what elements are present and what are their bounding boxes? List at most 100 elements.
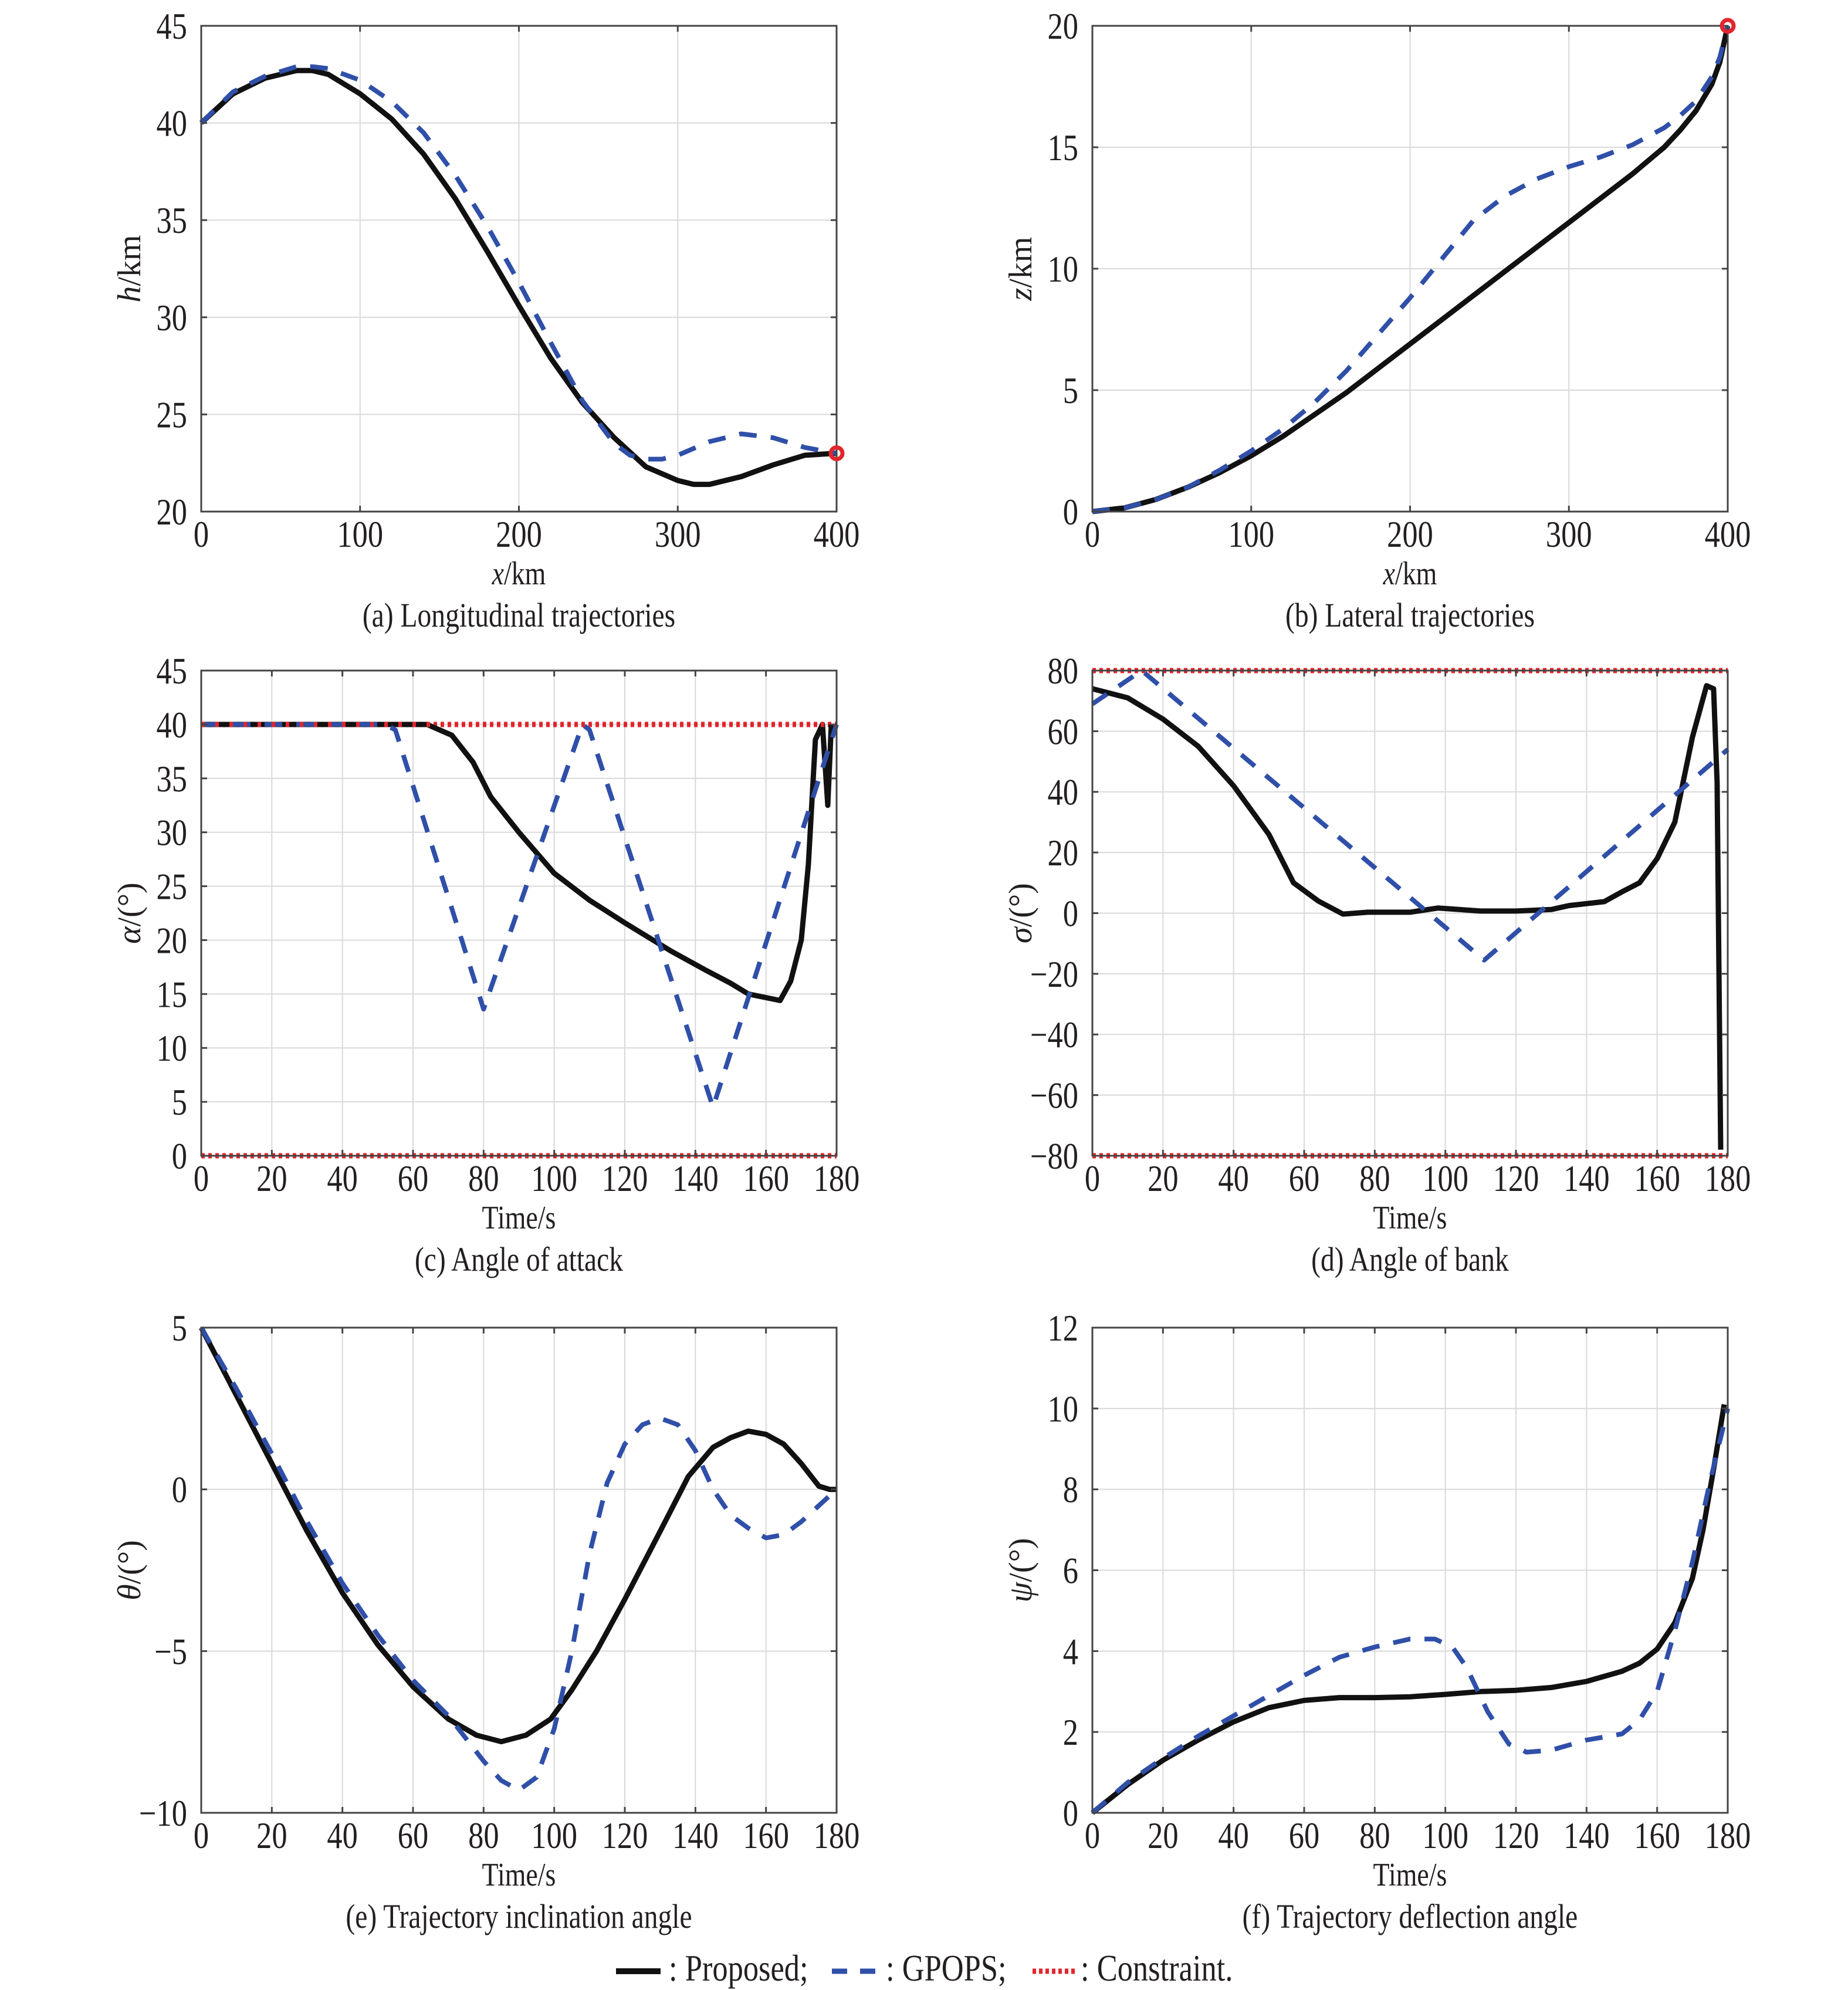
x-tick-label: 200 — [496, 513, 542, 555]
y-axis-label-unit: /(°) — [111, 882, 148, 926]
x-tick-label: 120 — [1493, 1815, 1539, 1856]
x-tick-label: 60 — [398, 1158, 428, 1199]
x-tick-label: 120 — [1493, 1158, 1539, 1199]
panel-caption: (b) Lateral trajectories — [1285, 597, 1535, 634]
x-tick-label: 140 — [672, 1815, 719, 1856]
y-tick-label: −10 — [139, 1792, 187, 1834]
y-tick-label: 40 — [157, 103, 187, 144]
x-tick-label: 100 — [1422, 1158, 1468, 1199]
chart-panel-c: 0 20 40 60 80 100 120 140 160 1800510152025303540… — [111, 650, 859, 1278]
x-tick-label: 200 — [1387, 513, 1433, 555]
y-tick-label: 6 — [1063, 1550, 1078, 1592]
y-tick-label: 60 — [1048, 711, 1078, 753]
panel-caption: (a) Longitudinal trajectories — [363, 597, 675, 634]
x-tick-label: 160 — [743, 1158, 789, 1199]
x-tick-label: 160 — [1634, 1158, 1680, 1199]
y-tick-label: 0 — [1063, 1792, 1078, 1834]
y-tick-label: 5 — [1063, 370, 1078, 411]
series-gpops — [1092, 25, 1730, 514]
x-axis-label: Time/s — [1373, 1200, 1447, 1236]
y-tick-label: −5 — [154, 1630, 187, 1672]
x-axis-label: x/km — [1383, 556, 1437, 592]
y-tick-label: −60 — [1030, 1075, 1078, 1116]
y-tick-label: 25 — [157, 394, 187, 436]
x-tick-label: 60 — [1289, 1158, 1319, 1199]
x-axis-label-unit: /km — [1395, 556, 1437, 592]
y-axis-label: σ/(°) — [1003, 883, 1039, 943]
x-tick-label: 400 — [814, 513, 860, 555]
axes-frame — [200, 1326, 838, 1814]
x-axis-label-unit: /km — [504, 556, 546, 592]
y-tick-label: −20 — [1030, 953, 1078, 995]
x-axis-label-unit: Time/s — [1373, 1200, 1447, 1236]
series-proposed — [201, 722, 834, 1003]
chart-panel-e: 0 20 40 60 80 100 120 140 160 180 −10 −5 0 5 Time/s θ/(… — [111, 1307, 859, 1935]
panel-caption: (f) Trajectory deflection angle — [1243, 1898, 1578, 1935]
y-tick-label: 10 — [1048, 1388, 1078, 1430]
y-axis-label: α/(°) — [111, 882, 148, 944]
x-tick-label: 100 — [1422, 1815, 1468, 1856]
y-tick-label: 20 — [1048, 5, 1078, 47]
x-tick-label: 140 — [1563, 1815, 1610, 1856]
x-tick-label: 60 — [398, 1815, 428, 1856]
x-tick-label: 300 — [655, 513, 701, 555]
x-tick-label: 100 — [1228, 513, 1274, 555]
x-tick-label: 0 — [1085, 1158, 1100, 1199]
y-tick-label: 40 — [157, 704, 187, 746]
x-tick-label: 40 — [327, 1158, 357, 1199]
x-tick-label: 400 — [1705, 513, 1751, 555]
x-tick-label: 60 — [1289, 1815, 1319, 1856]
x-tick-label: 180 — [814, 1815, 860, 1856]
y-axis-label: z/km — [1003, 237, 1039, 302]
y-tick-label: 40 — [1048, 771, 1078, 813]
series-proposed — [1091, 1404, 1727, 1815]
y-tick-label: 80 — [1048, 650, 1078, 692]
terminal-marker — [1720, 18, 1736, 34]
legend: : Proposed; : GPOPS; : Constraint. — [616, 1947, 1233, 1989]
y-tick-label: −80 — [1030, 1135, 1078, 1177]
x-tick-label: 80 — [1359, 1815, 1390, 1856]
legend-gpops-label: : GPOPS; — [886, 1947, 1007, 1989]
x-tick-label: 120 — [602, 1815, 648, 1856]
y-tick-label: 12 — [1048, 1307, 1078, 1349]
axes-frame — [200, 669, 838, 1157]
y-tick-label: 15 — [1048, 127, 1078, 168]
y-tick-label: 5 — [172, 1081, 187, 1123]
x-axis-label-unit: Time/s — [482, 1200, 556, 1236]
x-tick-label: 180 — [814, 1158, 860, 1199]
x-axis-label: Time/s — [482, 1200, 556, 1236]
x-tick-label: 120 — [602, 1158, 648, 1199]
x-tick-label: 180 — [1705, 1815, 1751, 1856]
y-tick-label: 0 — [172, 1135, 187, 1177]
y-tick-label: 5 — [172, 1307, 187, 1349]
y-tick-label: 0 — [1063, 893, 1078, 935]
y-tick-label: 45 — [157, 650, 187, 692]
x-tick-label: 20 — [1148, 1158, 1178, 1199]
y-axis-label-unit: /(°) — [1003, 1538, 1039, 1582]
series-proposed — [199, 67, 837, 488]
series-proposed — [199, 1326, 837, 1745]
terminal-marker — [828, 445, 845, 462]
x-tick-label: 40 — [1218, 1815, 1248, 1856]
y-tick-label: 2 — [1063, 1711, 1078, 1753]
series-proposed — [1091, 683, 1724, 1150]
y-axis-label: ψ/(°) — [1003, 1538, 1039, 1602]
series-gpops — [1091, 1407, 1730, 1815]
x-axis-label: Time/s — [1373, 1857, 1447, 1893]
x-tick-label: 140 — [1563, 1158, 1610, 1199]
chart-panel-d: 0 20 40 60 80 100 120 140 160 180 −80 −60 −40 −20 0 20 4… — [1003, 650, 1751, 1278]
chart-panel-f: 0 20 40 60 80 100 120 140 160 180 0 2 4 6 8 10 12 Time/s ψ… — [1003, 1307, 1751, 1935]
x-tick-label: 0 — [194, 1815, 209, 1856]
x-axis-label-var: x — [1383, 556, 1396, 592]
series-gpops — [199, 64, 837, 462]
x-tick-label: 160 — [743, 1815, 789, 1856]
y-axis-label: h/km — [111, 235, 148, 302]
x-tick-label: 0 — [194, 513, 209, 555]
y-axis-label-var: θ — [111, 1584, 148, 1600]
legend-constraint-label: : Constraint. — [1081, 1947, 1233, 1989]
x-axis-label-var: x — [492, 556, 505, 592]
x-tick-label: 20 — [256, 1158, 287, 1199]
panel-caption: (e) Trajectory inclination angle — [346, 1898, 692, 1935]
